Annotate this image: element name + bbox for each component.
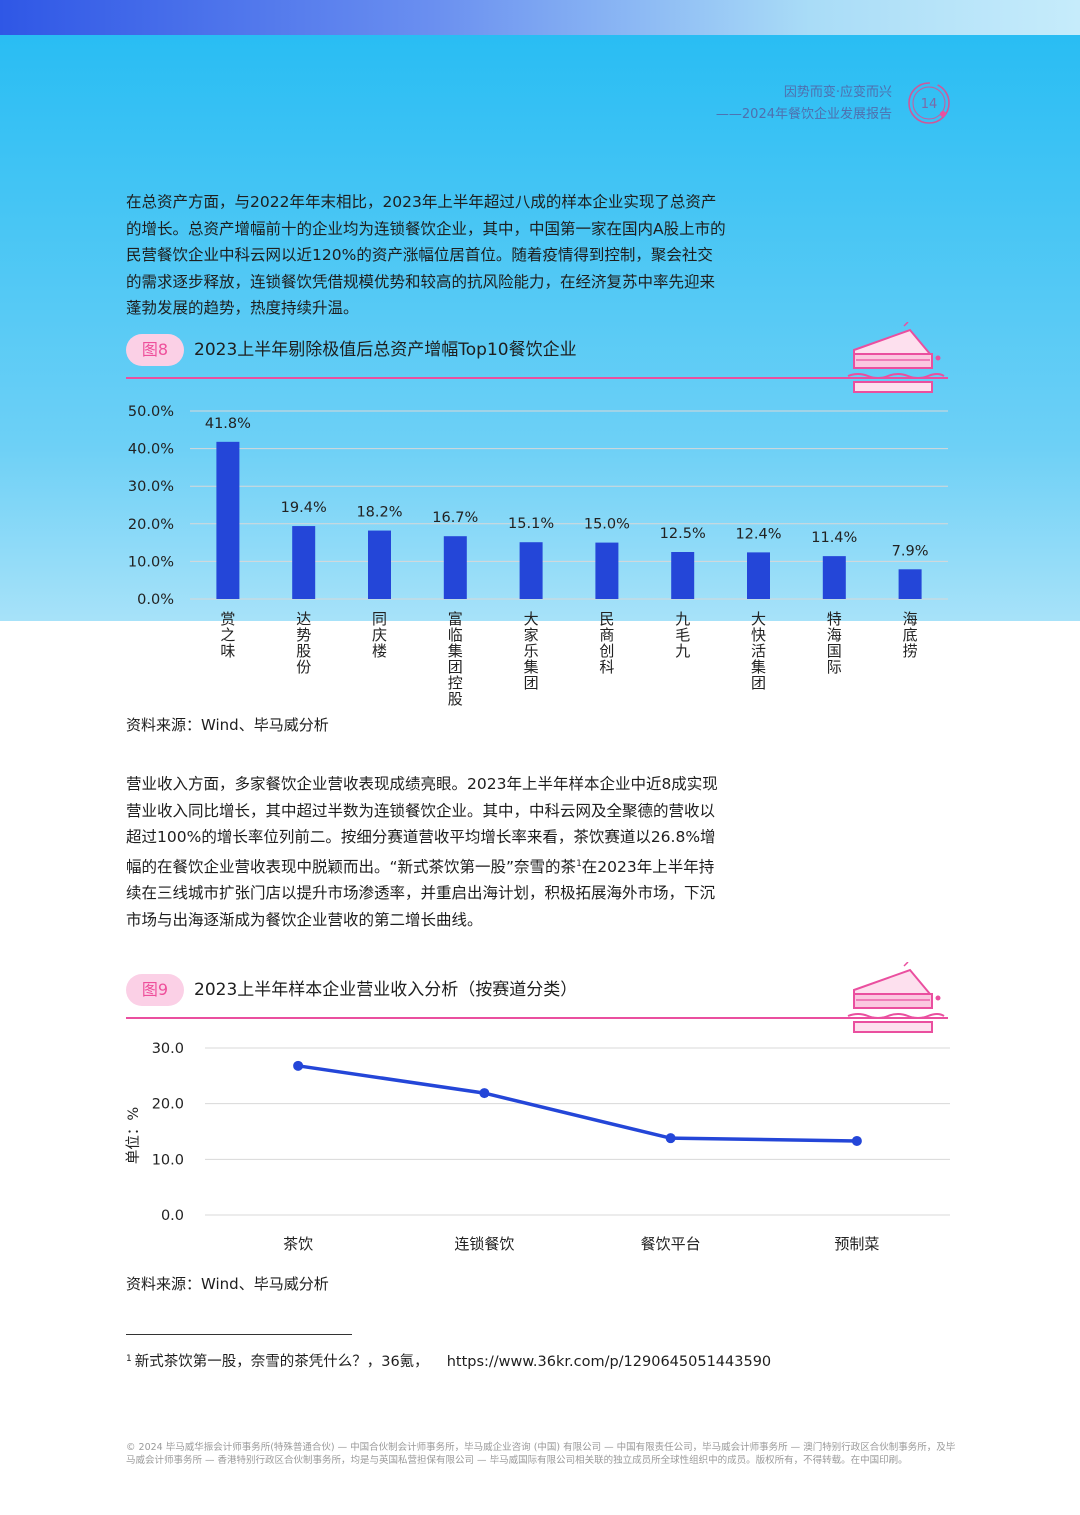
figure8-divider bbox=[126, 377, 948, 379]
data-label: 11.4% bbox=[811, 530, 857, 546]
footnote-url[interactable]: https://www.36kr.com/p/1290645051443590 bbox=[446, 1354, 772, 1370]
footnote-marker: 1 bbox=[126, 1354, 132, 1364]
y-tick-label: 10.0 bbox=[152, 1152, 184, 1168]
data-label: 16.7% bbox=[432, 510, 478, 526]
figure9-line-chart: 0.0 10.0 20.0 30.0 单位：% 茶饮 连锁餐饮 餐饮平台 预制菜 bbox=[125, 1041, 950, 1253]
y-tick-label: 20.0 bbox=[152, 1097, 184, 1113]
x-tick-label: 大家乐集团 bbox=[524, 610, 539, 692]
page-number-badge: 14 bbox=[908, 82, 950, 124]
footnote-text: 新式茶饮第一股，奈雪的茶凭什么？，36氪， bbox=[134, 1354, 429, 1370]
data-point bbox=[479, 1088, 490, 1099]
data-point bbox=[293, 1060, 304, 1071]
data-point bbox=[665, 1133, 676, 1144]
figure9-badge: 图9 bbox=[126, 974, 184, 1006]
bar bbox=[443, 536, 467, 599]
data-point bbox=[851, 1135, 862, 1146]
bar bbox=[595, 542, 619, 599]
y-tick-label: 20.0% bbox=[128, 517, 174, 533]
cake-icon bbox=[847, 322, 945, 393]
paragraph-total-assets: 在总资产方面，与2022年年末相比，2023年上半年超过八成的样本企业实现了总资… bbox=[126, 193, 726, 317]
cake-icon bbox=[847, 962, 945, 1033]
data-label: 7.9% bbox=[892, 543, 929, 559]
report-header-line2: ——2024年餐饮企业发展报告 bbox=[715, 107, 892, 122]
y-axis-label: 单位：% bbox=[125, 1107, 142, 1164]
data-label: 12.5% bbox=[660, 526, 706, 542]
figure9-source: 资料来源：Wind、毕马威分析 bbox=[126, 1275, 329, 1293]
data-label: 41.8% bbox=[205, 416, 251, 432]
x-tick-label: 九毛九 bbox=[675, 610, 690, 660]
footnote-rule bbox=[126, 1334, 352, 1335]
bar bbox=[747, 552, 770, 599]
x-tick-label: 茶饮 bbox=[283, 1235, 313, 1253]
y-tick-label: 30.0% bbox=[128, 479, 174, 495]
figure8-bar-chart: 0.0% 10.0% 20.0% 30.0% 40.0% 50.0% 41.8% 赏之味 19.… bbox=[128, 404, 948, 708]
x-tick-label: 赏之味 bbox=[220, 610, 235, 660]
data-label: 18.2% bbox=[356, 505, 402, 521]
x-tick-label: 同庆楼 bbox=[372, 610, 387, 660]
series-line bbox=[297, 1064, 857, 1143]
x-tick-label: 预制菜 bbox=[834, 1235, 879, 1253]
y-tick-label: 10.0% bbox=[128, 554, 174, 570]
bar bbox=[216, 441, 240, 599]
paragraph-revenue: 营业收入方面，多家餐饮企业营收表现成绩亮眼。2023年上半年样本企业中近8成实现… bbox=[126, 771, 726, 933]
page-number: 14 bbox=[921, 97, 938, 112]
top-gradient-bar bbox=[0, 0, 1080, 35]
bar bbox=[368, 530, 391, 599]
figure8-source: 资料来源：Wind、毕马威分析 bbox=[126, 716, 329, 734]
bar bbox=[671, 552, 695, 599]
x-tick-label: 特海国际 bbox=[827, 610, 842, 676]
paragraph-revenue-tail: 在2023年上半年持续在三线城市扩张门店以提升市场渗透率，并重启出海计划，积极拓… bbox=[126, 857, 716, 929]
bar bbox=[822, 556, 846, 599]
y-tick-label: 30.0 bbox=[152, 1041, 184, 1057]
footnote: 1 新式茶饮第一股，奈雪的茶凭什么？，36氪， https://www.36kr.c… bbox=[126, 1350, 771, 1371]
data-label: 15.0% bbox=[584, 517, 630, 533]
paragraph-revenue-text: 营业收入方面，多家餐饮企业营收表现成绩亮眼。2023年上半年样本企业中近8成实现… bbox=[126, 775, 718, 876]
x-tick-label: 海底捞 bbox=[903, 610, 918, 660]
x-tick-label: 富临集团控股 bbox=[448, 610, 463, 708]
x-tick-label: 餐饮平台 bbox=[641, 1235, 701, 1253]
figure8-title: 2023上半年剔除极值后总资产增幅Top10餐饮企业 bbox=[194, 340, 577, 360]
y-tick-label: 0.0 bbox=[161, 1208, 184, 1224]
y-tick-label: 0.0% bbox=[137, 592, 174, 608]
figure9-divider bbox=[126, 1017, 948, 1019]
y-tick-label: 40.0% bbox=[128, 442, 174, 458]
x-tick-label: 大快活集团 bbox=[751, 610, 766, 692]
footnote-ref[interactable]: 1 bbox=[576, 858, 582, 869]
data-label: 15.1% bbox=[508, 516, 554, 532]
data-label: 19.4% bbox=[281, 500, 327, 516]
bar bbox=[519, 542, 543, 599]
x-tick-label: 连锁餐饮 bbox=[454, 1235, 514, 1253]
figure8-badge: 图8 bbox=[126, 334, 184, 366]
x-tick-label: 达势股份 bbox=[296, 610, 311, 676]
y-tick-label: 50.0% bbox=[128, 404, 174, 420]
copyright-notice: © 2024 毕马威华振会计师事务所(特殊普通合伙) — 中国合伙制会计师事务所… bbox=[126, 1442, 956, 1466]
x-tick-label: 民商创科 bbox=[599, 610, 614, 676]
report-header-line1: 因势而变·应变而兴 bbox=[783, 85, 892, 100]
bar bbox=[898, 569, 922, 599]
data-label: 12.4% bbox=[735, 526, 781, 542]
report-header: 因势而变·应变而兴 ——2024年餐饮企业发展报告 bbox=[716, 82, 892, 126]
bar bbox=[292, 526, 316, 599]
figure9-title: 2023上半年样本企业营业收入分析（按赛道分类） bbox=[194, 980, 578, 1000]
